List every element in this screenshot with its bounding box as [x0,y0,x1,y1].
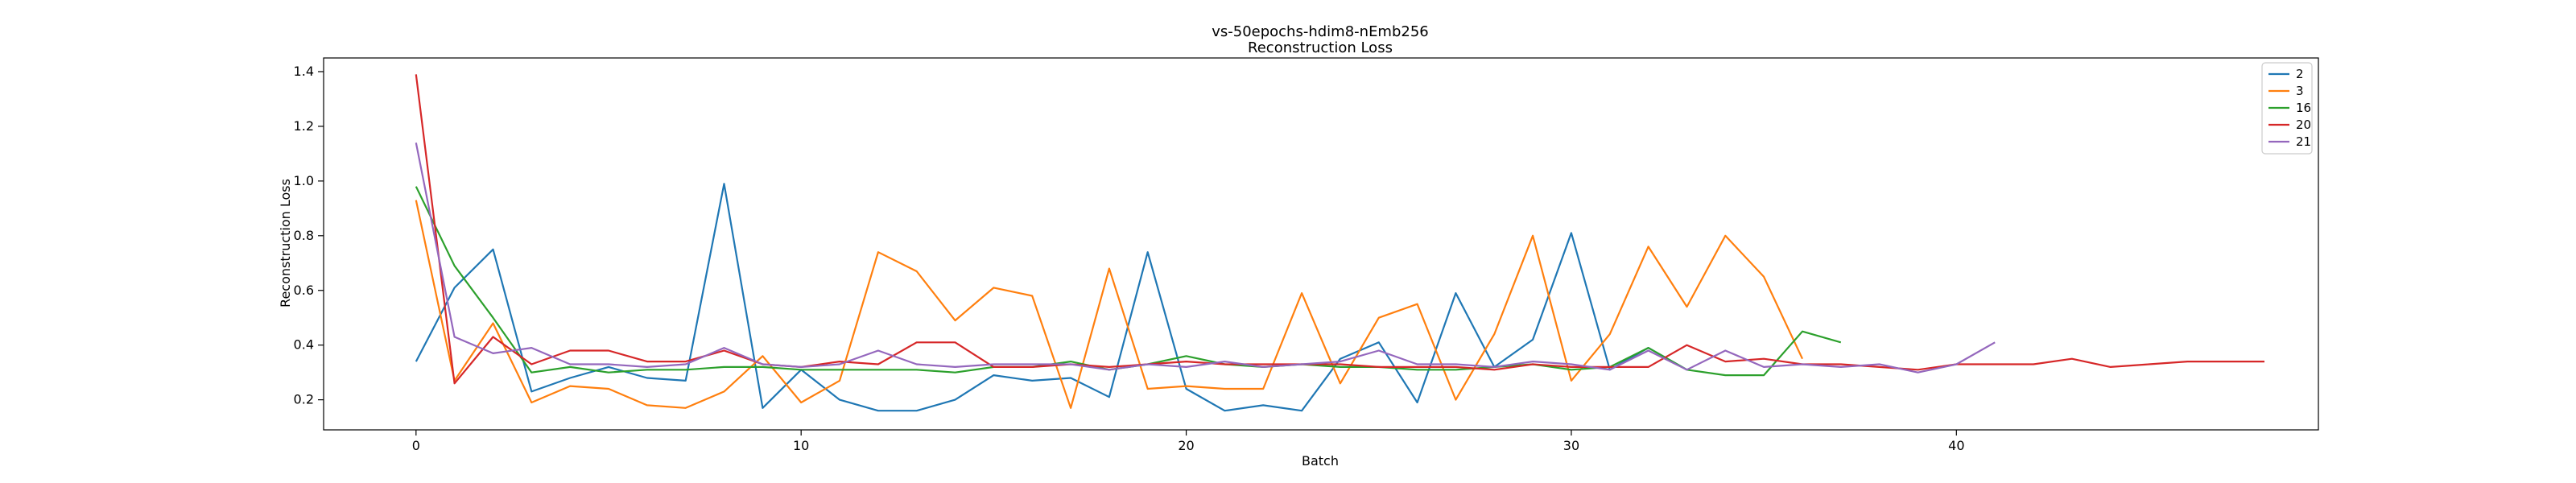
legend-label: 3 [2296,84,2304,98]
series-line-2 [415,183,1688,412]
y-tick-label: 0.4 [294,337,314,353]
x-axis-label: Batch [1302,453,1339,469]
x-tick-label: 20 [1178,438,1194,453]
y-axis-ticks: 0.2 0.4 0.6 0.8 1.0 1.2 1.4 [294,64,324,407]
y-tick-label: 1.4 [294,64,314,79]
chart-subtitle: Reconstruction Loss [1248,39,1393,56]
legend-label: 21 [2296,134,2311,149]
chart-title: vs-50epochs-hdim8-nEmb256 [1212,23,1429,40]
plot-frame [323,57,2319,431]
legend: 2 3 16 20 21 [2261,62,2313,155]
y-tick-label: 0.8 [294,228,314,243]
y-tick-label: 1.0 [294,173,314,188]
y-tick-label: 0.2 [294,392,314,407]
legend-label: 20 [2296,118,2311,132]
x-tick-label: 0 [412,438,420,453]
legend-label: 2 [2296,67,2304,81]
legend-label: 16 [2296,101,2311,115]
y-tick-label: 1.2 [294,118,314,134]
x-tick-label: 10 [793,438,809,453]
x-tick-label: 30 [1563,438,1579,453]
x-axis-ticks: 0 10 20 30 40 [412,430,1965,453]
plot-area [415,74,2264,412]
series-line-3 [415,200,1803,409]
series-line-21 [415,142,1996,374]
x-tick-label: 40 [1948,438,1964,453]
y-axis-label: Reconstruction Loss [278,179,293,308]
y-tick-label: 0.6 [294,283,314,298]
